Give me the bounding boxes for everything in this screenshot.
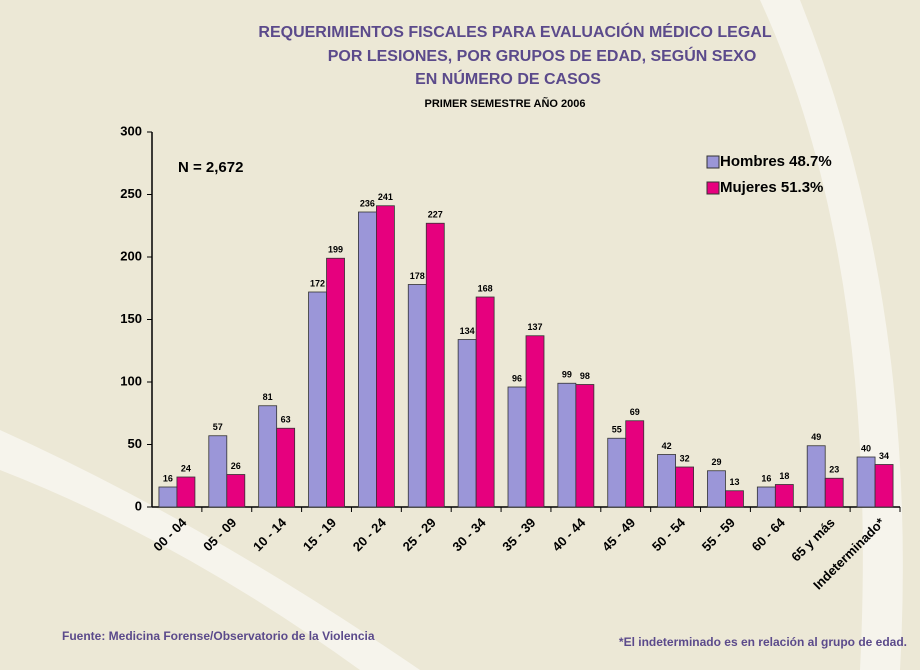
annotation: N = 2,672 <box>178 159 243 176</box>
bar <box>276 427 296 508</box>
value-label: 227 <box>428 210 443 220</box>
legend-swatch <box>706 181 720 195</box>
value-label: 236 <box>360 198 375 208</box>
chart-title: REQUERIMIENTOS FISCALES PARA EVALUACIÓN … <box>258 22 771 41</box>
footnote: *El indeterminado es en relación al grup… <box>619 635 907 649</box>
value-label: 34 <box>879 451 889 461</box>
bar <box>258 405 278 508</box>
value-label: 63 <box>281 415 291 425</box>
value-label: 96 <box>512 373 522 383</box>
y-tick-label: 150 <box>120 311 142 326</box>
bar <box>208 435 228 508</box>
bar <box>557 382 577 508</box>
bar <box>625 420 645 508</box>
bar <box>357 211 377 508</box>
bar <box>308 291 327 508</box>
legend-label: Hombres 48.7% <box>720 153 832 170</box>
value-label: 241 <box>378 192 393 202</box>
bar <box>158 486 178 508</box>
value-label: 172 <box>310 278 325 288</box>
bar <box>507 386 527 508</box>
bar <box>226 474 246 508</box>
value-label: 13 <box>729 477 739 487</box>
bar <box>856 456 876 508</box>
value-label: 18 <box>779 471 789 481</box>
bar <box>774 484 794 508</box>
bar <box>607 437 627 508</box>
bar <box>375 205 395 508</box>
bar <box>675 466 694 508</box>
bar <box>525 335 545 508</box>
value-label: 23 <box>829 465 839 475</box>
value-label: 29 <box>711 457 721 467</box>
subtitle: PRIMER SEMESTRE AÑO 2006 <box>425 97 586 110</box>
value-label: 69 <box>630 407 640 417</box>
bar <box>475 296 495 508</box>
value-label: 49 <box>811 432 821 442</box>
source: Fuente: Medicina Forense/Observatorio de… <box>62 629 375 643</box>
value-label: 137 <box>527 322 542 332</box>
y-tick-label: 300 <box>120 123 142 138</box>
bar <box>707 470 726 508</box>
bar <box>407 284 427 508</box>
value-label: 26 <box>231 461 241 471</box>
value-label: 16 <box>163 473 173 483</box>
value-label: 16 <box>761 473 771 483</box>
decoration <box>0 430 420 670</box>
value-label: 42 <box>662 441 672 451</box>
value-label: 32 <box>680 453 690 463</box>
y-tick-label: 250 <box>120 186 142 201</box>
bar <box>806 445 826 508</box>
y-tick-label: 200 <box>120 248 142 263</box>
value-label: 99 <box>562 370 572 380</box>
value-label: 81 <box>263 392 273 402</box>
bar <box>575 384 595 508</box>
value-label: 40 <box>861 443 871 453</box>
y-tick-label: 0 <box>135 498 142 513</box>
bar <box>874 464 894 508</box>
value-label: 199 <box>328 245 343 255</box>
bar <box>725 490 744 508</box>
bar <box>457 339 477 508</box>
bar <box>756 486 776 508</box>
value-label: 57 <box>213 422 223 432</box>
chart-title: EN NÚMERO DE CASOS <box>415 69 601 88</box>
bar <box>326 257 345 508</box>
value-label: 98 <box>580 371 590 381</box>
value-label: 134 <box>460 326 475 336</box>
chart-title: POR LESIONES, POR GRUPOS DE EDAD, SEGÚN … <box>328 46 757 65</box>
bar <box>657 454 676 508</box>
y-tick-label: 100 <box>120 373 142 388</box>
legend-swatch <box>706 155 720 169</box>
value-label: 168 <box>478 283 493 293</box>
bar <box>425 222 445 508</box>
bar <box>824 477 844 508</box>
value-label: 55 <box>612 425 622 435</box>
y-tick-label: 50 <box>128 436 142 451</box>
bar <box>176 476 196 508</box>
value-label: 24 <box>181 463 191 473</box>
legend-label: Mujeres 51.3% <box>720 179 823 196</box>
value-label: 178 <box>410 271 425 281</box>
